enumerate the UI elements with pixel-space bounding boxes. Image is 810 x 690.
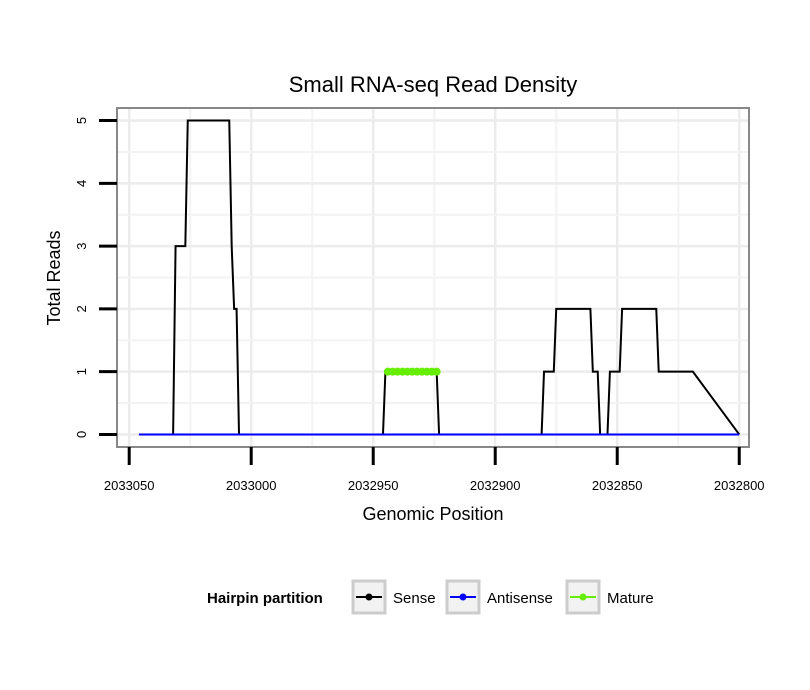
grid-lines bbox=[117, 108, 749, 447]
x-tick-label: 2032950 bbox=[348, 478, 399, 493]
x-tick-label: 2032800 bbox=[714, 478, 765, 493]
y-tick-label: 0 bbox=[74, 431, 89, 438]
x-axis-title: Genomic Position bbox=[362, 504, 503, 524]
plot-border bbox=[116, 107, 750, 448]
legend-label-antisense: Antisense bbox=[487, 590, 553, 607]
x-tick-label: 2032900 bbox=[470, 478, 521, 493]
y-axis-title: Total Reads bbox=[44, 230, 64, 325]
legend-point-antisense bbox=[459, 593, 467, 601]
legend-title: Hairpin partition bbox=[207, 590, 323, 607]
x-tick-label: 2033000 bbox=[226, 478, 277, 493]
legend-item-antisense: Antisense bbox=[445, 579, 553, 615]
y-tick-label: 1 bbox=[74, 368, 89, 375]
series-layer bbox=[138, 119, 741, 436]
y-tick-label: 4 bbox=[74, 180, 89, 187]
data-point-mature bbox=[432, 367, 441, 376]
x-axis: 2033050 2033000 2032950 2032900 2032850 20328… bbox=[104, 447, 765, 493]
legend-label-mature: Mature bbox=[607, 590, 654, 607]
legend-label-sense: Sense bbox=[393, 590, 436, 607]
x-tick-label: 2033050 bbox=[104, 478, 155, 493]
y-tick-label: 2 bbox=[74, 305, 89, 312]
legend-item-mature: Mature bbox=[565, 579, 654, 615]
y-tick-label: 3 bbox=[74, 242, 89, 249]
x-tick-label: 2032850 bbox=[592, 478, 643, 493]
y-axis: 0 1 2 3 4 5 bbox=[74, 117, 117, 438]
series-line-sense bbox=[138, 119, 741, 436]
legend-point-mature bbox=[579, 593, 587, 601]
legend-item-sense: Sense bbox=[351, 579, 436, 615]
legend: Hairpin partition Sense Antisense Mature bbox=[207, 579, 654, 615]
chart-title: Small RNA-seq Read Density bbox=[289, 72, 578, 97]
legend-point-sense bbox=[365, 593, 373, 601]
y-tick-label: 5 bbox=[74, 117, 89, 124]
